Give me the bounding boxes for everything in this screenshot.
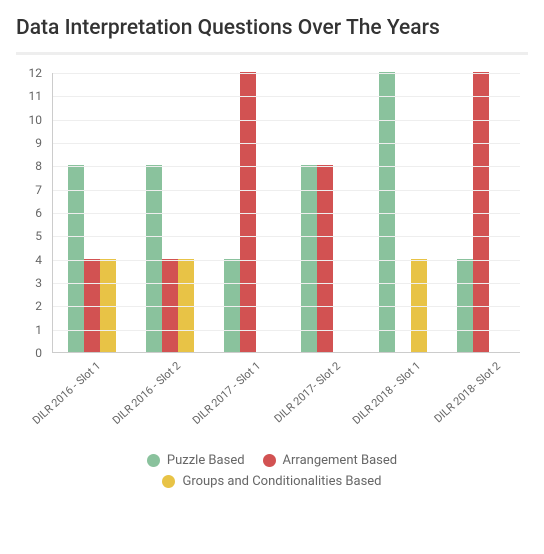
grid-line: [53, 306, 520, 307]
bar: [379, 72, 395, 352]
y-tick-label: 9: [35, 136, 42, 150]
y-tick-label: 0: [35, 346, 42, 360]
plot-area: [52, 73, 520, 353]
grid-line: [53, 96, 520, 97]
grid-line: [53, 283, 520, 284]
bar: [84, 259, 100, 352]
grid-line: [53, 330, 520, 331]
legend-label: Groups and Conditionalities Based: [182, 474, 381, 489]
y-tick-label: 4: [35, 253, 42, 267]
y-tick-label: 10: [29, 113, 43, 127]
grid-line: [53, 190, 520, 191]
bar: [162, 259, 178, 352]
grid-line: [53, 143, 520, 144]
grid-line: [53, 120, 520, 121]
y-axis: 0123456789101112: [20, 73, 48, 353]
grid-line: [53, 213, 520, 214]
y-tick-label: 8: [35, 159, 42, 173]
y-tick-label: 11: [29, 89, 43, 103]
bar: [457, 259, 473, 352]
bar: [178, 259, 194, 352]
y-tick-label: 2: [35, 299, 42, 313]
legend: Puzzle Based Arrangement Based Groups and…: [16, 453, 528, 489]
legend-item: Arrangement Based: [263, 453, 398, 468]
chart-title: Data Interpretation Questions Over The Y…: [16, 16, 528, 40]
title-divider: [16, 52, 528, 55]
legend-item: Groups and Conditionalities Based: [162, 474, 381, 489]
x-tick-label: DILR 2018- Slot 2: [448, 353, 528, 423]
grid-line: [53, 236, 520, 237]
y-tick-label: 6: [35, 206, 42, 220]
legend-label: Arrangement Based: [283, 453, 398, 468]
bar: [224, 259, 240, 352]
legend-item: Puzzle Based: [147, 453, 245, 468]
legend-swatch: [147, 454, 160, 467]
y-tick-label: 12: [29, 66, 43, 80]
grid-line: [53, 166, 520, 167]
legend-swatch: [263, 454, 276, 467]
y-tick-label: 3: [35, 276, 42, 290]
bar: [473, 72, 489, 352]
legend-row: Groups and Conditionalities Based: [16, 474, 528, 489]
chart-container: 0123456789101112: [20, 73, 520, 353]
y-tick-label: 1: [35, 323, 42, 337]
bar: [411, 259, 427, 352]
bar: [100, 259, 116, 352]
grid-line: [53, 260, 520, 261]
y-tick-label: 5: [35, 229, 42, 243]
grid-line: [53, 73, 520, 74]
legend-label: Puzzle Based: [167, 453, 245, 468]
y-tick-label: 7: [35, 183, 42, 197]
bar: [240, 72, 256, 352]
legend-swatch: [162, 475, 175, 488]
x-axis-labels: DILR 2016 - Slot 1DILR 2016 - Slot 2DILR…: [48, 353, 528, 423]
legend-row: Puzzle Based Arrangement Based: [16, 453, 528, 468]
